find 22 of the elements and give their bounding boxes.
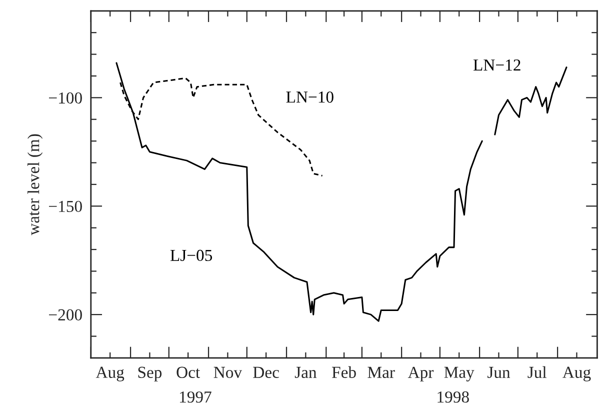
x-tick-label: May [444,366,474,382]
y-axis-title: water level (m) [28,134,43,236]
series-label: LN−10 [286,91,334,103]
x-tick-label: Sep [138,366,162,382]
text: LJ−05 [170,250,212,262]
y-tick-label: −200 [49,309,82,321]
text: 1997 [180,391,212,403]
x-tick-label: Aug [96,366,124,382]
x-tick-label: Jan [294,366,317,378]
y-tick-label: −100 [49,92,82,104]
y-tick-label: −150 [49,200,82,212]
x-tick-label: Jul [528,366,546,378]
x-tick-label: Oct [176,366,200,378]
x-tick-label: Apr [408,366,434,382]
series-label: LN−12 [473,59,520,71]
text: 1998 [438,391,469,403]
x-tick-label: Nov [214,366,242,378]
x-tick-label: Aug [562,366,591,382]
x-tick-label: Feb [332,366,356,378]
x-tick-label: Jun [488,366,510,378]
x-tick-label: Dec [253,366,279,378]
x-tick-label: Mar [368,366,395,378]
